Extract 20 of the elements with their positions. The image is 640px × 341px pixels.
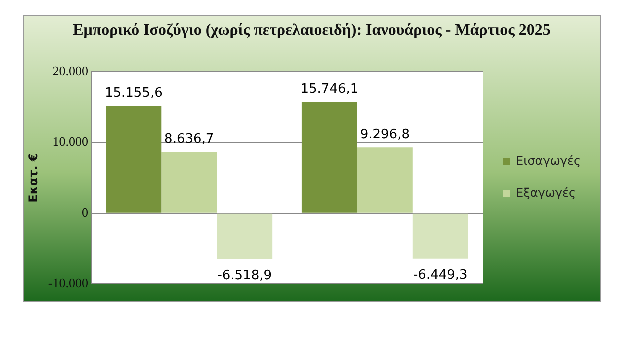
y-tick-label: -10.000: [48, 275, 88, 290]
y-tick-label: 20.000: [52, 63, 88, 78]
y-tick-label: 10.000: [52, 134, 88, 150]
chart-title: Εμπορικό Ισοζύγιο (χωρίς πετρελαιοειδή): Ιανουάριος - Μάρτιος 2025: [72, 21, 552, 40]
legend-label: Εισαγωγές: [516, 154, 582, 168]
data-label: -6.449,3: [413, 268, 468, 283]
bar: [302, 102, 358, 213]
bar: [357, 148, 413, 213]
bar: [217, 214, 273, 260]
data-label: 8.636,7: [164, 132, 214, 148]
data-label: 9.296,8: [360, 128, 410, 143]
y-tick-label: 0: [82, 204, 88, 220]
y-axis-title: Εκατ. €: [26, 153, 40, 203]
legend-label: Εξαγωγές: [516, 186, 576, 200]
data-label: 15.746,1: [300, 82, 359, 97]
data-label: 15.155,6: [104, 86, 163, 102]
data-label: -6.518,9: [218, 268, 272, 284]
bar: [162, 152, 218, 213]
bar: [412, 214, 468, 259]
bar: [106, 106, 162, 213]
